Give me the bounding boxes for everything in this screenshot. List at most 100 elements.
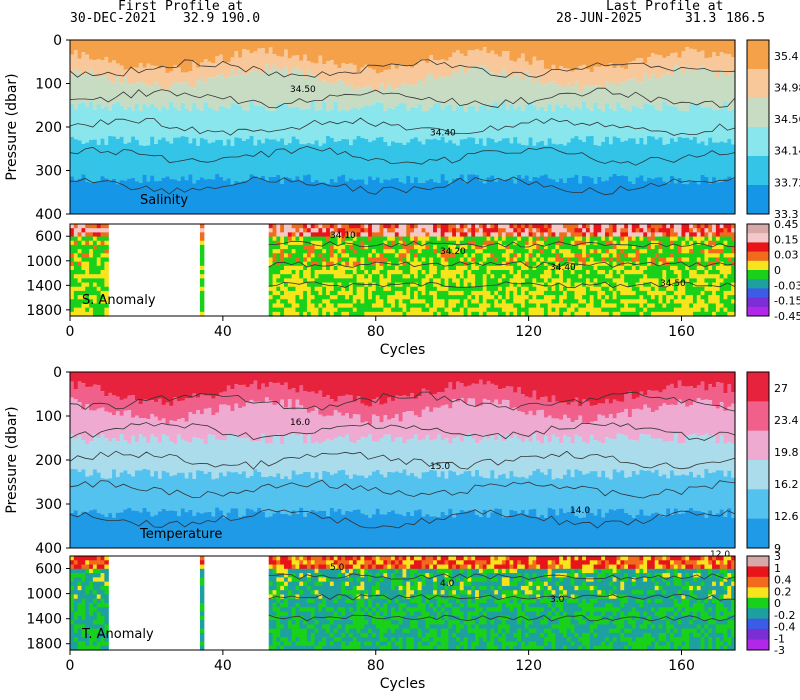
anomaly-cell bbox=[578, 257, 583, 263]
anomaly-cell bbox=[280, 244, 285, 250]
anomaly-cell bbox=[89, 290, 94, 296]
anomaly-cell bbox=[536, 244, 541, 250]
band-cell bbox=[631, 78, 637, 106]
band-cell bbox=[513, 108, 518, 138]
anomaly-cell bbox=[375, 224, 381, 229]
anomaly-cell bbox=[566, 244, 572, 250]
band-cell bbox=[517, 75, 522, 107]
band-cell bbox=[379, 72, 384, 84]
band-cell bbox=[448, 372, 453, 383]
anomaly-cell bbox=[551, 295, 556, 300]
band-cell bbox=[161, 508, 167, 548]
band-cell bbox=[337, 396, 342, 413]
anomaly-cell bbox=[608, 236, 614, 242]
anomaly-cell bbox=[314, 261, 320, 267]
anomaly-cell bbox=[291, 303, 297, 309]
anomaly-cell bbox=[536, 299, 541, 305]
band-cell bbox=[138, 145, 144, 183]
anomaly-cell bbox=[566, 278, 572, 284]
band-cell bbox=[360, 179, 365, 214]
anomaly-cell bbox=[624, 295, 629, 300]
band-cell bbox=[207, 434, 213, 472]
anomaly-cell bbox=[513, 295, 518, 300]
anomaly-cell bbox=[314, 257, 320, 263]
anomaly-cell bbox=[379, 224, 384, 229]
band-cell bbox=[276, 141, 281, 175]
band-cell bbox=[551, 372, 556, 396]
anomaly-cell bbox=[314, 274, 320, 279]
band-cell bbox=[433, 516, 438, 548]
anomaly-cell bbox=[712, 290, 717, 296]
anomaly-cell bbox=[360, 278, 365, 284]
anomaly-cell bbox=[616, 244, 621, 250]
band-cell bbox=[196, 438, 201, 471]
anomaly-cell bbox=[631, 290, 637, 296]
anomaly-cell bbox=[520, 261, 526, 267]
anomaly-cell bbox=[647, 253, 652, 259]
band-cell bbox=[268, 516, 274, 548]
anomaly-cell bbox=[467, 286, 472, 292]
anomaly-cell bbox=[639, 286, 644, 292]
anomaly-cell bbox=[547, 290, 553, 296]
anomaly-cell bbox=[425, 311, 430, 317]
band-cell bbox=[318, 372, 323, 391]
anomaly-cell bbox=[360, 307, 365, 313]
anomaly-cell bbox=[287, 278, 293, 284]
band-cell bbox=[161, 90, 167, 107]
anomaly-cell bbox=[314, 232, 320, 238]
anomaly-cell bbox=[712, 282, 717, 288]
anomaly-cell bbox=[478, 253, 484, 259]
band-cell bbox=[222, 372, 228, 392]
band-cell bbox=[494, 181, 499, 214]
band-cell bbox=[585, 84, 591, 109]
anomaly-cell bbox=[417, 278, 423, 284]
band-cell bbox=[387, 511, 392, 548]
anomaly-cell bbox=[73, 295, 79, 300]
anomaly-cell bbox=[570, 295, 576, 300]
anomaly-cell bbox=[383, 253, 388, 259]
anomaly-cell bbox=[620, 253, 625, 259]
band-cell bbox=[345, 413, 350, 435]
band-cell bbox=[295, 68, 300, 107]
band-cell bbox=[314, 75, 320, 111]
anomaly-cell bbox=[398, 286, 404, 292]
anomaly-cell bbox=[417, 232, 423, 238]
band-cell bbox=[268, 382, 274, 401]
anomaly-cell bbox=[276, 311, 281, 317]
band-cell bbox=[123, 180, 128, 214]
anomaly-cell bbox=[696, 249, 702, 254]
anomaly-cell bbox=[314, 278, 320, 284]
band-cell bbox=[211, 40, 216, 64]
anomaly-cell bbox=[444, 228, 449, 233]
band-cell bbox=[295, 176, 300, 214]
band-cell bbox=[696, 143, 702, 185]
anomaly-cell bbox=[456, 228, 461, 233]
anomaly-cell bbox=[731, 303, 736, 309]
anomaly-cell bbox=[440, 286, 446, 292]
anomaly-cell bbox=[555, 286, 560, 292]
anomaly-cell bbox=[73, 249, 79, 254]
band-cell bbox=[593, 66, 599, 86]
anomaly-cell bbox=[566, 274, 572, 279]
anomaly-cell bbox=[616, 240, 621, 246]
anomaly-cell bbox=[77, 290, 83, 296]
anomaly-cell bbox=[345, 278, 350, 284]
last-profile-lat: 31.3 bbox=[685, 11, 716, 26]
anomaly-cell bbox=[303, 261, 308, 267]
band-cell bbox=[555, 418, 560, 438]
anomaly-cell bbox=[559, 232, 564, 238]
band-cell bbox=[341, 469, 346, 515]
band-cell bbox=[543, 68, 549, 85]
band-cell bbox=[509, 408, 514, 439]
anomaly-cell bbox=[368, 240, 373, 246]
anomaly-cell bbox=[73, 311, 79, 317]
band-cell bbox=[222, 404, 228, 441]
last-profile-lon: 186.5 bbox=[726, 11, 765, 26]
contour-line bbox=[268, 240, 736, 248]
band-cell bbox=[180, 72, 186, 83]
band-cell bbox=[169, 101, 174, 144]
band-cell bbox=[70, 434, 75, 469]
band-cell bbox=[96, 385, 102, 409]
anomaly-cell bbox=[593, 265, 599, 271]
anomaly-cell bbox=[429, 228, 434, 233]
